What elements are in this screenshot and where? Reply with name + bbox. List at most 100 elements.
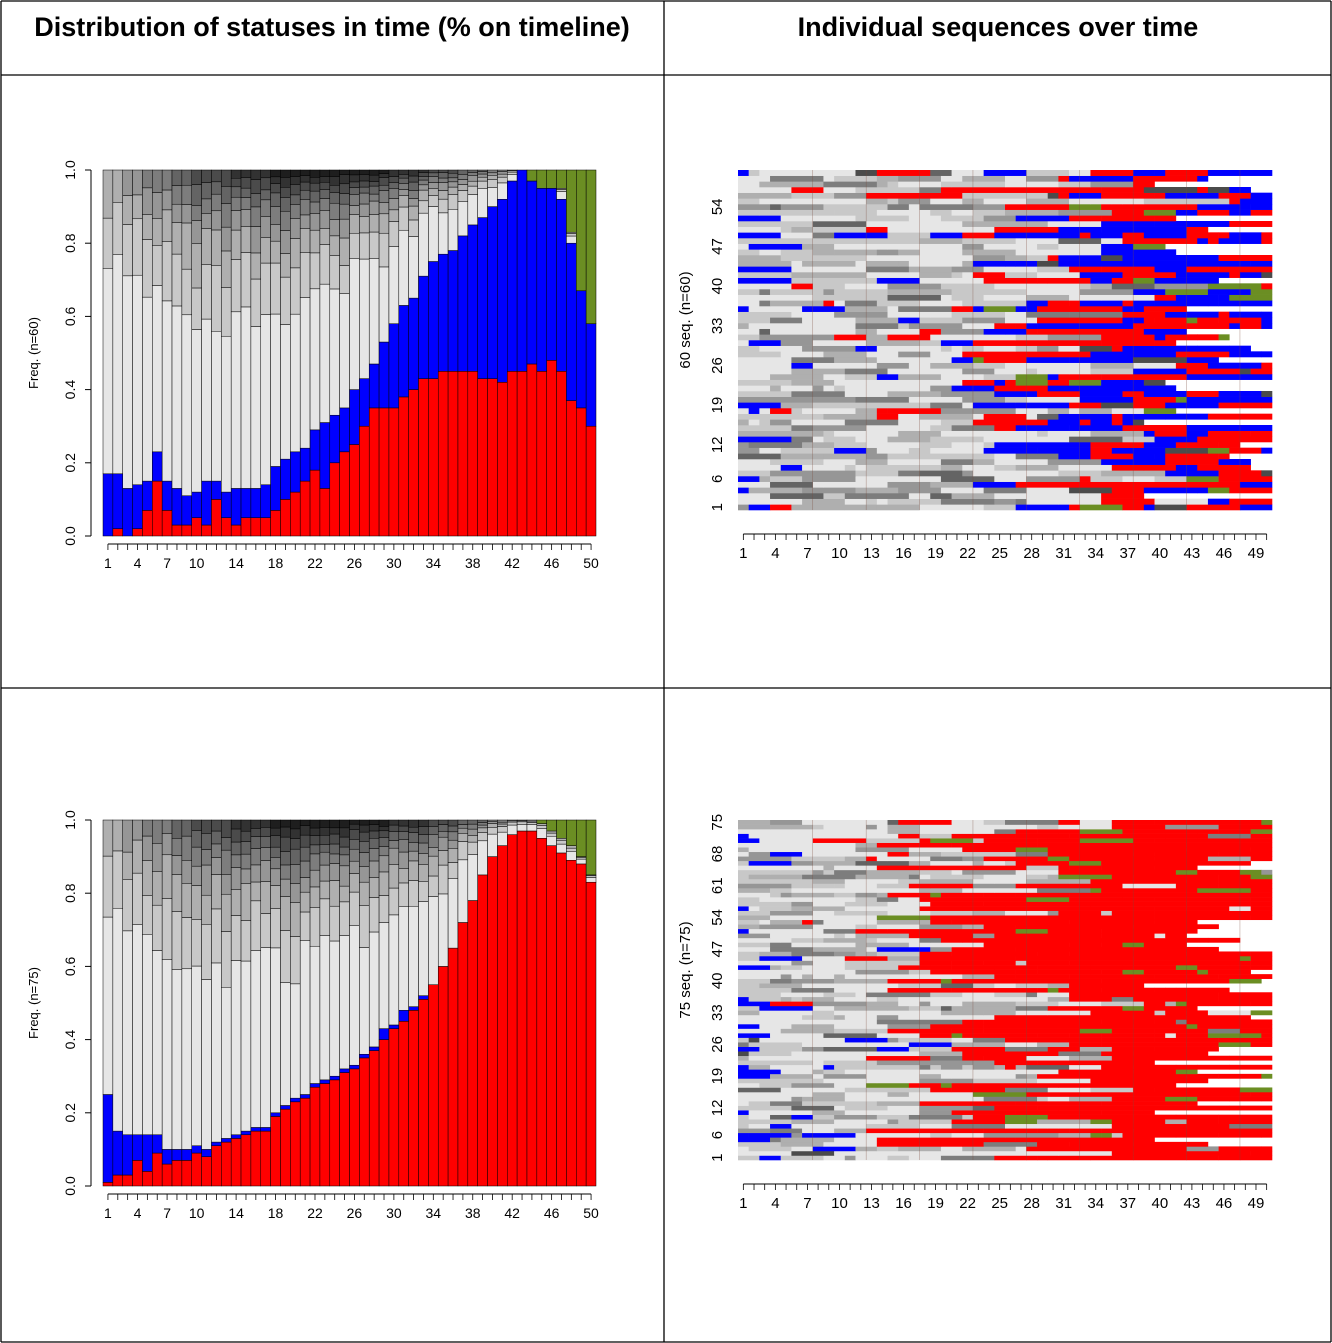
seq-cell [866, 221, 910, 227]
bar-blue-20 [290, 1097, 301, 1103]
y-axis-label: Freq. (n=60) [26, 317, 41, 389]
bar-grey0-41 [497, 182, 508, 200]
seq-cell [1101, 187, 1113, 193]
seq-cell [919, 888, 963, 893]
bar-grey1-21 [299, 252, 311, 298]
seq-cell [972, 255, 1006, 261]
bar-grey2-35 [437, 190, 449, 200]
seq-cell [962, 192, 995, 199]
seq-cell [1186, 357, 1219, 363]
seq-cell [738, 249, 760, 256]
bar-grey6-25 [339, 183, 350, 194]
bar-grey3-35 [437, 182, 449, 191]
seq-cell [802, 919, 814, 925]
seq-cell [1122, 1060, 1155, 1066]
seq-cell [834, 192, 867, 199]
seq-cell [983, 892, 1006, 898]
bar-green-46 [546, 169, 557, 189]
seq-cell [791, 187, 824, 193]
bar-blue-27 [359, 378, 370, 427]
x-tick-label: 40 [1152, 545, 1169, 562]
seq-cell [1143, 946, 1198, 952]
seq-cell [1015, 960, 1027, 966]
seq-cell [1229, 1123, 1273, 1129]
seq-cell [1229, 1096, 1262, 1102]
seq-cell [876, 1019, 920, 1025]
seq-cell [738, 878, 782, 884]
seq-cell [1229, 198, 1241, 205]
seq-cell [1047, 204, 1059, 210]
bar-grey6-10 [191, 169, 202, 185]
bar-red-29 [378, 1039, 390, 1187]
bar-blue-25 [339, 407, 350, 453]
seq-cell [1026, 498, 1059, 505]
bar-grey6-14 [230, 828, 242, 843]
seq-cell [748, 504, 771, 511]
seq-cell [1037, 266, 1070, 273]
bar-grey0-29 [378, 922, 390, 1029]
bar-grey3-6 [152, 192, 163, 219]
seq-cell [770, 820, 803, 825]
seq-cell [930, 277, 984, 284]
seq-cell [791, 504, 846, 511]
seq-cell [1239, 1155, 1273, 1161]
seq-cell [770, 1114, 792, 1120]
seq-cell [855, 481, 888, 488]
bar-grey2-5 [142, 860, 153, 896]
seq-cell [1101, 498, 1155, 505]
seq-cell [866, 1082, 910, 1088]
seq-cell [1186, 1146, 1219, 1152]
bar-grey0-46 [546, 835, 557, 846]
seq-cell [1047, 374, 1059, 380]
seq-cell [1207, 238, 1219, 244]
bar-grey7-21 [299, 825, 311, 836]
seq-cell [876, 170, 931, 176]
seq-cell [1111, 408, 1123, 414]
seq-cell [791, 1019, 846, 1025]
seq-cell [972, 1055, 984, 1061]
bar-grey4-18 [270, 857, 281, 870]
bar-blue-15 [240, 488, 252, 518]
seq-cell [1207, 277, 1219, 284]
seq-cell [1143, 249, 1177, 256]
bar-grey2-27 [359, 881, 370, 906]
seq-cell [930, 915, 974, 921]
seq-cell [908, 266, 952, 273]
seq-cell [1111, 260, 1166, 267]
bar-grey3-30 [388, 847, 400, 865]
bar-grey7-31 [398, 169, 409, 175]
seq-cell [1015, 1001, 1059, 1007]
seq-cell [738, 430, 792, 437]
seq-cell [1165, 951, 1187, 957]
bar-grey1-26 [349, 891, 360, 926]
seq-cell [1026, 283, 1081, 290]
bar-grey7-23 [319, 827, 331, 836]
seq-cell [962, 1051, 1006, 1057]
seq-cell [802, 345, 856, 352]
seq-cell [770, 374, 792, 380]
seq-cell [812, 334, 835, 341]
seq-cell [1026, 1078, 1038, 1084]
seq-cell [951, 345, 963, 352]
bar-red-23 [319, 488, 331, 537]
seq-cell [791, 266, 814, 273]
seq-cell [951, 942, 984, 948]
seq-cell [983, 413, 1027, 420]
seq-cell [1154, 504, 1187, 511]
bar-blue-34 [428, 261, 439, 379]
seq-cell [1165, 1119, 1187, 1125]
x-tick-label: 7 [163, 1205, 171, 1221]
seq-cell [738, 1073, 771, 1079]
bar-grey6-20 [290, 838, 301, 850]
seq-cell [738, 283, 792, 290]
bar-grey0-3 [122, 275, 133, 489]
bar-grey5-9 [181, 819, 192, 837]
seq-cell [983, 856, 1006, 862]
bar-grey4-36 [447, 831, 459, 841]
seq-cell [972, 351, 1027, 358]
bar-grey7-17 [260, 819, 271, 828]
seq-cell [855, 260, 867, 267]
seq-cell [1133, 419, 1145, 426]
bar-blue-10 [191, 1145, 202, 1154]
seq-cell [866, 869, 920, 875]
